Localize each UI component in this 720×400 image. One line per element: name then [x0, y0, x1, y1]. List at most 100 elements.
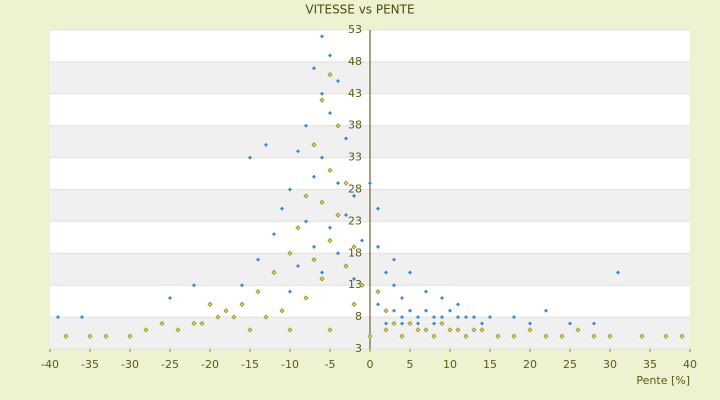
- point: [544, 308, 548, 313]
- point: [199, 320, 205, 327]
- point: [368, 181, 372, 186]
- point: [319, 97, 325, 103]
- point: [367, 333, 373, 339]
- point: [408, 270, 412, 275]
- point: [456, 302, 460, 307]
- x-axis-label: Pente [%]: [636, 374, 690, 387]
- point: [375, 289, 381, 295]
- point: [319, 199, 325, 205]
- point: [296, 264, 300, 269]
- point: [527, 327, 533, 333]
- point: [304, 219, 308, 224]
- x-tick-label: 15: [483, 358, 497, 371]
- point: [440, 295, 444, 300]
- y-tick-label: 38: [348, 119, 362, 132]
- point: [455, 327, 461, 333]
- point: [80, 315, 84, 320]
- point: [127, 333, 133, 339]
- point: [312, 174, 316, 179]
- point: [448, 308, 452, 313]
- point: [168, 295, 172, 300]
- x-tick-label: -25: [161, 358, 179, 371]
- point: [351, 244, 357, 250]
- point: [400, 295, 404, 300]
- x-tick-label: 20: [523, 358, 537, 371]
- point: [616, 270, 620, 275]
- point: [264, 142, 268, 147]
- point: [376, 244, 380, 249]
- point: [383, 327, 389, 333]
- point: [239, 301, 245, 307]
- point: [320, 270, 324, 275]
- point: [480, 321, 484, 326]
- x-tick-label: 25: [563, 358, 577, 371]
- point: [175, 327, 181, 333]
- x-tick-label: 35: [643, 358, 657, 371]
- x-tick-label: 10: [443, 358, 457, 371]
- x-tick-label: 0: [367, 358, 374, 371]
- point: [271, 269, 277, 276]
- point: [392, 308, 396, 313]
- point: [312, 66, 316, 71]
- point: [439, 320, 445, 327]
- point: [231, 314, 237, 320]
- point: [607, 333, 613, 339]
- point: [383, 308, 389, 314]
- point: [463, 333, 469, 339]
- point: [311, 142, 317, 148]
- point: [391, 320, 397, 327]
- point: [320, 91, 324, 96]
- point: [352, 193, 356, 198]
- point: [431, 333, 437, 339]
- point: [319, 276, 325, 282]
- point: [351, 301, 357, 307]
- point: [416, 315, 420, 320]
- point: [255, 289, 261, 295]
- point: [528, 321, 532, 326]
- y-tick-label: 23: [348, 214, 362, 227]
- point: [311, 257, 317, 263]
- point: [336, 251, 340, 256]
- y-tick-label: 53: [348, 23, 362, 36]
- point: [400, 315, 404, 320]
- point: [464, 315, 468, 320]
- point: [256, 257, 260, 262]
- point: [280, 206, 284, 211]
- point: [279, 308, 285, 314]
- point: [559, 333, 565, 339]
- point: [303, 193, 309, 199]
- x-tick-label: 30: [603, 358, 617, 371]
- point: [320, 34, 324, 39]
- point: [344, 136, 348, 141]
- point: [424, 289, 428, 294]
- point: [399, 333, 405, 339]
- point: [335, 123, 341, 129]
- point: [511, 333, 517, 339]
- point: [359, 282, 365, 288]
- point: [447, 327, 453, 333]
- point: [103, 333, 109, 339]
- point: [336, 181, 340, 186]
- point: [328, 225, 332, 230]
- point: [296, 149, 300, 154]
- point: [223, 308, 229, 314]
- point: [384, 321, 388, 326]
- point: [327, 237, 333, 244]
- point: [416, 321, 420, 326]
- point: [288, 187, 292, 192]
- point: [63, 333, 69, 339]
- point: [679, 333, 685, 339]
- point: [352, 276, 356, 281]
- point: [424, 308, 428, 313]
- x-tick-label: -10: [281, 358, 299, 371]
- point: [432, 321, 436, 326]
- point: [304, 123, 308, 128]
- point: [456, 315, 460, 320]
- point: [287, 327, 293, 333]
- y-tick-label: 33: [348, 151, 362, 164]
- x-tick-label: -5: [325, 358, 336, 371]
- point: [159, 320, 165, 327]
- point: [432, 315, 436, 320]
- y-tick-label: 43: [348, 87, 362, 100]
- chart-title: VITESSE vs PENTE: [305, 3, 414, 17]
